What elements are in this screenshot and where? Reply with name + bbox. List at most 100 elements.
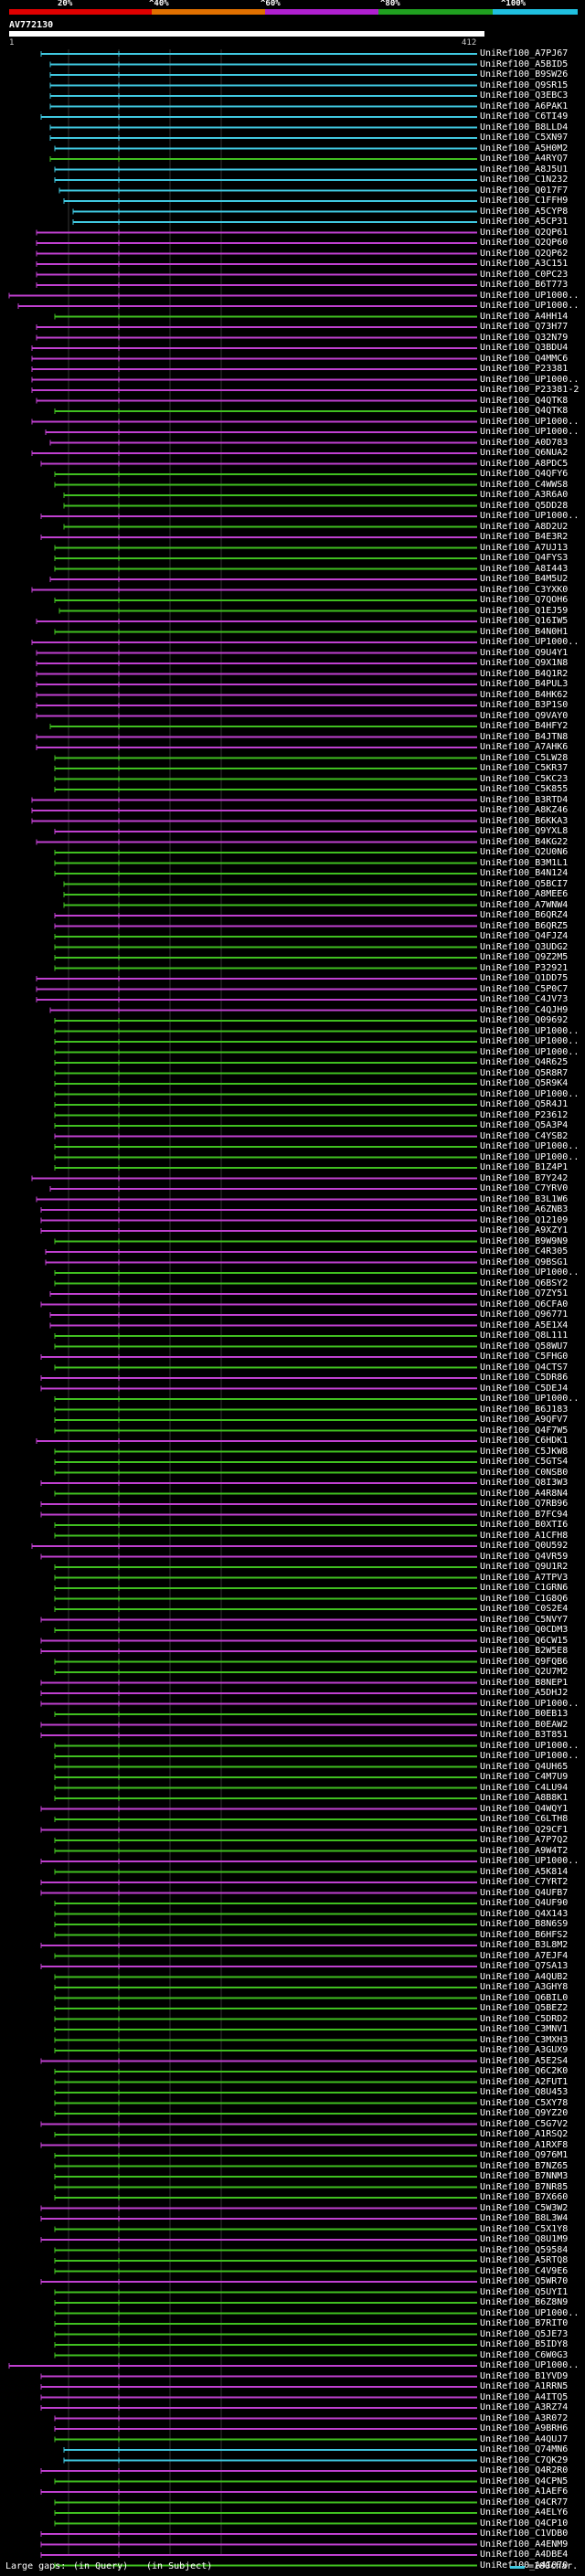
hit-label[interactable]: UniRef100_A4RYQ7	[480, 154, 569, 164]
hit-label[interactable]: UniRef100_C7YRT2	[480, 1877, 569, 1887]
hit-label[interactable]: UniRef100_Q58WU7	[480, 1341, 569, 1352]
hit-label[interactable]: UniRef100_B3RTD4	[480, 794, 569, 805]
hit-label[interactable]: UniRef100_A4ITQ5	[480, 2391, 569, 2402]
hit-label[interactable]: UniRef100_UP1000..	[480, 511, 580, 521]
hit-label[interactable]: UniRef100_C5DR86	[480, 1373, 569, 1383]
hit-label[interactable]: UniRef100_Q7QOH6	[480, 595, 569, 605]
hit-label[interactable]: UniRef100_C5W3W2	[480, 2202, 569, 2213]
hit-label[interactable]: UniRef100_C1VDB0	[480, 2528, 569, 2539]
hit-label[interactable]: UniRef100_P23381-2	[480, 385, 580, 395]
hit-label[interactable]: UniRef100_C3YXK0	[480, 584, 569, 595]
hit-label[interactable]: UniRef100_Q0U592	[480, 1541, 569, 1551]
hit-label[interactable]: UniRef100_Q8U453	[480, 2087, 569, 2097]
hit-label[interactable]: UniRef100_Q9VAY0	[480, 710, 569, 721]
hit-label[interactable]: UniRef100_Q5BEZ2	[480, 2003, 569, 2013]
hit-label[interactable]: UniRef100_Q5UYI1	[480, 2286, 569, 2297]
hit-label[interactable]: UniRef100_Q4F7W5	[480, 1425, 569, 1436]
hit-label[interactable]: UniRef100_A5E1X4	[480, 1320, 569, 1330]
hit-label[interactable]: UniRef100_C4WWS8	[480, 479, 569, 490]
hit-label[interactable]: UniRef100_A7WNW4	[480, 899, 569, 910]
hit-label[interactable]: UniRef100_A4R8N4	[480, 1488, 569, 1499]
hit-label[interactable]: UniRef100_C4QJH9	[480, 1004, 569, 1015]
hit-label[interactable]: UniRef100_Q2QP60	[480, 238, 569, 248]
hit-label[interactable]: UniRef100_A1AEF6	[480, 2486, 569, 2496]
hit-label[interactable]: UniRef100_A7EJF4	[480, 1950, 569, 1961]
hit-label[interactable]: UniRef100_C3MNV1	[480, 2024, 569, 2034]
hit-label[interactable]: UniRef100_Q017F7	[480, 185, 569, 196]
hit-label[interactable]: UniRef100_A5CP31	[480, 217, 569, 227]
hit-label[interactable]: UniRef100_Q1EJ59	[480, 605, 569, 616]
hit-label[interactable]: UniRef100_UP1000..	[480, 1751, 580, 1761]
hit-label[interactable]: UniRef100_C5LW28	[480, 752, 569, 763]
hit-label[interactable]: UniRef100_A4DBE4	[480, 2549, 569, 2560]
hit-label[interactable]: UniRef100_B8NEP1	[480, 1677, 569, 1688]
hit-label[interactable]: UniRef100_Q6NUA2	[480, 448, 569, 458]
hit-label[interactable]: UniRef100_UP1000..	[480, 374, 580, 385]
hit-label[interactable]: UniRef100_Q5BCI7	[480, 878, 569, 889]
hit-label[interactable]: UniRef100_B0EAW2	[480, 1719, 569, 1730]
hit-label[interactable]: UniRef100_B3M1L1	[480, 857, 569, 868]
hit-label[interactable]: UniRef100_B6QRZ5	[480, 920, 569, 931]
hit-label[interactable]: UniRef100_Q4FJZ4	[480, 931, 569, 941]
hit-label[interactable]: UniRef100_Q6CFA0	[480, 1299, 569, 1309]
hit-label[interactable]: UniRef100_B3L8M2	[480, 1940, 569, 1950]
hit-label[interactable]: UniRef100_C1N232	[480, 175, 569, 185]
hit-label[interactable]: UniRef100_Q0CDM3	[480, 1625, 569, 1635]
hit-label[interactable]: UniRef100_A7P7Q2	[480, 1835, 569, 1845]
hit-label[interactable]: UniRef100_Q4QFY6	[480, 469, 569, 479]
hit-label[interactable]: UniRef100_Q6BIL0	[480, 1992, 569, 2003]
hit-label[interactable]: UniRef100_C4LU94	[480, 1782, 569, 1793]
hit-label[interactable]: UniRef100_Q4VR59	[480, 1551, 569, 1562]
hit-label[interactable]: UniRef100_A8MEE6	[480, 889, 569, 899]
hit-label[interactable]: UniRef100_Q5JE73	[480, 2328, 569, 2339]
hit-label[interactable]: UniRef100_C1GRN6	[480, 1583, 569, 1593]
hit-label[interactable]: UniRef100_B6J183	[480, 1404, 569, 1415]
hit-label[interactable]: UniRef100_B1YVD9	[480, 2370, 569, 2381]
hit-label[interactable]: UniRef100_A4I070	[480, 2560, 569, 2571]
hit-label[interactable]: UniRef100_Q32N79	[480, 332, 569, 343]
hit-label[interactable]: UniRef100_B7Y242	[480, 1172, 569, 1183]
hit-label[interactable]: UniRef100_Q12109	[480, 1214, 569, 1225]
hit-label[interactable]: UniRef100_C5GTS4	[480, 1457, 569, 1467]
hit-label[interactable]: UniRef100_A5CYP8	[480, 206, 569, 217]
hit-label[interactable]: UniRef100_C0S2E4	[480, 1604, 569, 1614]
hit-label[interactable]: UniRef100_Q3EBC3	[480, 90, 569, 101]
hit-label[interactable]: UniRef100_B4N0H1	[480, 626, 569, 637]
hit-label[interactable]: UniRef100_B6KKA3	[480, 815, 569, 826]
hit-label[interactable]: UniRef100_A7UJ13	[480, 542, 569, 553]
hit-label[interactable]: UniRef100_Q4CPN5	[480, 2475, 569, 2486]
hit-label[interactable]: UniRef100_C3MXH3	[480, 2034, 569, 2045]
hit-label[interactable]: UniRef100_A6ZNB3	[480, 1204, 569, 1214]
hit-label[interactable]: UniRef100_UP1000..	[480, 290, 580, 301]
hit-label[interactable]: UniRef100_Q2U7M2	[480, 1667, 569, 1677]
hit-label[interactable]: UniRef100_C6HDK1	[480, 1436, 569, 1446]
hit-label[interactable]: UniRef100_Q5R8R7	[480, 1067, 569, 1078]
hit-label[interactable]: UniRef100_Q4R625	[480, 1057, 569, 1067]
hit-label[interactable]: UniRef100_B4N124	[480, 868, 569, 878]
hit-label[interactable]: UniRef100_B6HFS2	[480, 1929, 569, 1940]
hit-label[interactable]: UniRef100_UP1000..	[480, 1046, 580, 1057]
hit-label[interactable]: UniRef100_UP1000..	[480, 1267, 580, 1277]
hit-label[interactable]: UniRef100_UP1000..	[480, 1036, 580, 1046]
hit-label[interactable]: UniRef100_C7YRV0	[480, 1183, 569, 1193]
hit-label[interactable]: UniRef100_A7AHK6	[480, 742, 569, 752]
hit-label[interactable]: UniRef100_Q9FQB6	[480, 1656, 569, 1667]
hit-label[interactable]: UniRef100_A4ELY6	[480, 2507, 569, 2518]
hit-label[interactable]: UniRef100_Q4X143	[480, 1908, 569, 1919]
hit-label[interactable]: UniRef100_A3R6A0	[480, 490, 569, 500]
hit-label[interactable]: UniRef100_B6QRZ4	[480, 910, 569, 920]
hit-label[interactable]: UniRef100_Q9U1R2	[480, 1562, 569, 1572]
hit-label[interactable]: UniRef100_B3T851	[480, 1730, 569, 1740]
hit-label[interactable]: UniRef100_A1RRN5	[480, 2381, 569, 2391]
hit-label[interactable]: UniRef100_Q6BSY2	[480, 1277, 569, 1288]
hit-label[interactable]: UniRef100_A5DHJ2	[480, 1688, 569, 1698]
hit-label[interactable]: UniRef100_A8PDC5	[480, 458, 569, 469]
hit-label[interactable]: UniRef100_Q4WQY1	[480, 1803, 569, 1814]
hit-label[interactable]: UniRef100_A4QUB2	[480, 1971, 569, 1982]
hit-label[interactable]: UniRef100_B8L3W4	[480, 2213, 569, 2223]
hit-label[interactable]: UniRef100_Q4CR77	[480, 2496, 569, 2507]
hit-label[interactable]: UniRef100_Q4UF90	[480, 1898, 569, 1908]
hit-label[interactable]: UniRef100_B9W9N9	[480, 1235, 569, 1246]
hit-label[interactable]: UniRef100_B7NR85	[480, 2181, 569, 2192]
hit-label[interactable]: UniRef100_Q5R9K4	[480, 1078, 569, 1088]
